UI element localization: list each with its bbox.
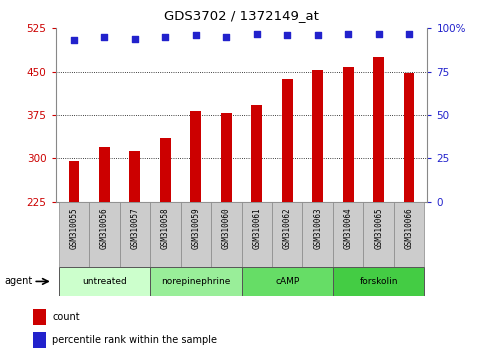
- Bar: [363, 202, 394, 267]
- Bar: [282, 79, 293, 202]
- Bar: [373, 57, 384, 202]
- Bar: [343, 67, 354, 202]
- Text: percentile rank within the sample: percentile rank within the sample: [53, 335, 217, 346]
- Text: GSM310061: GSM310061: [252, 207, 261, 249]
- Bar: [242, 267, 333, 296]
- Text: GSM310059: GSM310059: [191, 207, 200, 249]
- Point: [131, 36, 139, 41]
- Text: GSM310062: GSM310062: [283, 207, 292, 249]
- Point: [314, 33, 322, 38]
- Text: GSM310060: GSM310060: [222, 207, 231, 249]
- Bar: [129, 152, 140, 202]
- Point: [192, 33, 199, 38]
- Bar: [181, 202, 211, 267]
- Bar: [221, 113, 231, 202]
- Bar: [190, 111, 201, 202]
- Bar: [272, 202, 302, 267]
- Bar: [404, 73, 414, 202]
- Text: cAMP: cAMP: [275, 277, 299, 286]
- Text: forskolin: forskolin: [359, 277, 398, 286]
- Text: GSM310064: GSM310064: [344, 207, 353, 249]
- Point: [284, 33, 291, 38]
- Text: norepinephrine: norepinephrine: [161, 277, 230, 286]
- Bar: [333, 267, 425, 296]
- Point: [70, 38, 78, 43]
- Text: GSM310063: GSM310063: [313, 207, 322, 249]
- Bar: [150, 202, 181, 267]
- Text: agent: agent: [5, 276, 33, 286]
- Point: [222, 34, 230, 40]
- Bar: [58, 267, 150, 296]
- Bar: [160, 138, 170, 202]
- Bar: [211, 202, 242, 267]
- Bar: [313, 70, 323, 202]
- Bar: [120, 202, 150, 267]
- Point: [253, 31, 261, 36]
- Text: GDS3702 / 1372149_at: GDS3702 / 1372149_at: [164, 9, 319, 22]
- Bar: [394, 202, 425, 267]
- Point: [161, 34, 169, 40]
- Text: GSM310055: GSM310055: [70, 207, 78, 249]
- Text: GSM310056: GSM310056: [100, 207, 109, 249]
- Bar: [302, 202, 333, 267]
- Bar: [33, 332, 46, 348]
- Point: [405, 31, 413, 36]
- Text: GSM310057: GSM310057: [130, 207, 139, 249]
- Point: [375, 31, 383, 36]
- Bar: [252, 105, 262, 202]
- Text: GSM310065: GSM310065: [374, 207, 383, 249]
- Bar: [58, 202, 89, 267]
- Text: untreated: untreated: [82, 277, 127, 286]
- Bar: [33, 309, 46, 325]
- Bar: [69, 161, 79, 202]
- Bar: [242, 202, 272, 267]
- Bar: [99, 147, 110, 202]
- Bar: [150, 267, 242, 296]
- Text: count: count: [53, 312, 80, 322]
- Point: [100, 34, 108, 40]
- Text: GSM310066: GSM310066: [405, 207, 413, 249]
- Point: [344, 31, 352, 36]
- Text: GSM310058: GSM310058: [161, 207, 170, 249]
- Bar: [89, 202, 120, 267]
- Bar: [333, 202, 363, 267]
